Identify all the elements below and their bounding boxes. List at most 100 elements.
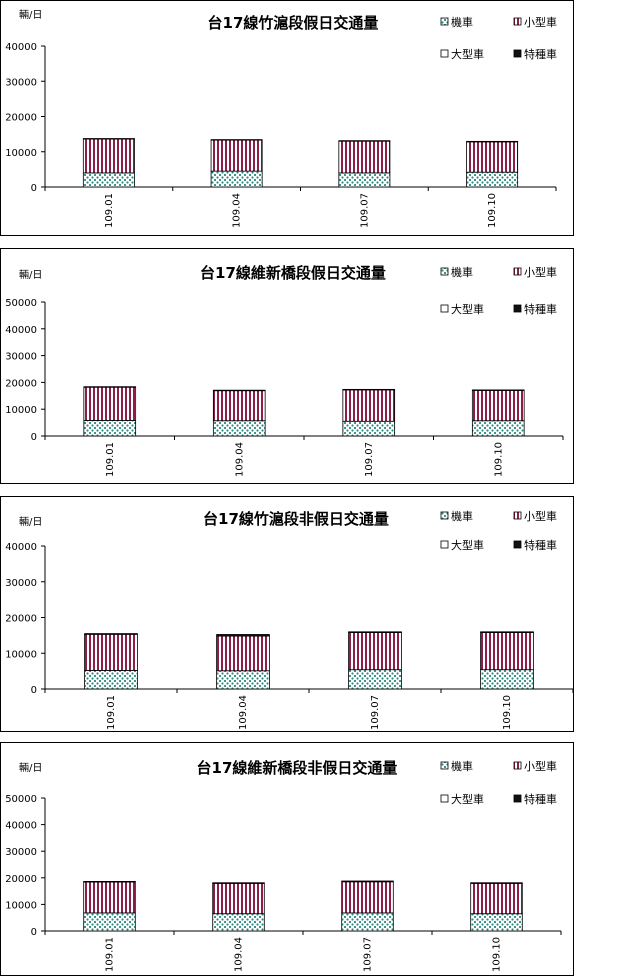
unit-label: 輛/日	[19, 761, 42, 774]
legend-swatch	[513, 49, 522, 58]
bar-2	[466, 141, 519, 173]
chart-title: 台17線竹滬段非假日交通量	[203, 510, 389, 528]
x-tick-label: 109.07	[364, 442, 375, 477]
bar-4	[216, 634, 270, 637]
bar-4	[466, 140, 519, 143]
chart-title: 台17線維新橋段非假日交通量	[197, 759, 398, 777]
y-tick-label: 20000	[5, 378, 37, 389]
y-tick-label: 40000	[5, 821, 37, 832]
chart-panel-1: 台17線竹滬段假日交通量 輛/日 0 10000 20000 30000 40000 109.…	[0, 0, 574, 236]
legend-swatch	[440, 304, 449, 313]
y-tick-label: 20000	[5, 614, 37, 625]
legend-label: 大型車	[451, 792, 484, 806]
legend-swatch	[440, 49, 449, 58]
legend-label: 大型車	[451, 538, 484, 552]
legend-label: 機車	[451, 15, 473, 29]
legend-label: 小型車	[524, 265, 557, 279]
bar-1	[338, 172, 391, 188]
bar-4	[212, 389, 266, 392]
x-tick-label: 109.10	[493, 442, 504, 477]
chart-panel-3: 台17線竹滬段非假日交通量 輛/日 0 10000 20000 30000 40000 109…	[0, 496, 574, 732]
legend-swatch	[513, 540, 522, 549]
legend-swatch	[513, 17, 522, 26]
bar-4	[83, 880, 136, 883]
bar-4	[348, 631, 402, 633]
bar-2	[348, 632, 402, 671]
y-tick-label: 10000	[5, 649, 37, 660]
unit-label: 輛/日	[19, 515, 42, 528]
y-tick-label: 20000	[5, 113, 37, 124]
legend-swatch	[440, 794, 449, 803]
bar-1	[216, 670, 270, 690]
bar-2	[342, 389, 396, 422]
y-tick-label: 10000	[5, 900, 37, 911]
chart-panel-2: 台17線維新橋段假日交通量 輛/日 0 10000 20000 30000 40000 500…	[0, 248, 574, 484]
y-tick-label: 40000	[5, 325, 37, 336]
bar-4	[470, 882, 523, 884]
legend-label: 特種車	[524, 47, 557, 61]
legend-label: 機車	[451, 509, 473, 523]
bar-1	[84, 670, 138, 690]
legend-label: 小型車	[524, 509, 557, 523]
chart-panel-4: 台17線維新橋段非假日交通量 輛/日 0 10000 20000 30000 40000 50…	[0, 742, 574, 976]
bar-1	[471, 420, 525, 437]
bar-2	[341, 881, 394, 914]
legend-label: 特種車	[524, 302, 557, 316]
bar-4	[84, 633, 138, 635]
legend-label: 機車	[451, 759, 473, 773]
chart-title: 台17線維新橋段假日交通量	[200, 264, 386, 282]
chart-svg-3: 台17線竹滬段非假日交通量 輛/日 0 10000 20000 30000 40000 109…	[5, 509, 574, 730]
x-tick-label: 109.07	[359, 193, 370, 228]
bar-2	[471, 390, 525, 422]
bar-2	[212, 882, 265, 915]
legend-label: 小型車	[524, 15, 557, 29]
legend-swatch	[513, 511, 522, 520]
bar-4	[82, 138, 135, 140]
bar-2	[212, 390, 266, 422]
y-tick-label: 0	[31, 927, 37, 938]
bar-1	[83, 420, 137, 437]
bar-4	[341, 880, 394, 883]
chart-svg-4: 台17線維新橋段非假日交通量 輛/日 0 10000 20000 30000 40000 50…	[5, 759, 562, 972]
x-tick-label: 109.04	[234, 937, 245, 972]
y-tick-label: 0	[31, 183, 37, 194]
bar-1	[342, 420, 396, 437]
bar-1	[466, 171, 519, 188]
bar-2	[83, 386, 137, 421]
y-tick-label: 0	[31, 685, 37, 696]
legend-swatch	[440, 540, 449, 549]
legend-swatch	[513, 761, 522, 770]
bar-2	[83, 881, 136, 914]
y-tick-label: 30000	[5, 77, 37, 88]
bar-2	[480, 632, 534, 671]
chart-svg-2: 台17線維新橋段假日交通量 輛/日 0 10000 20000 30000 40000 500…	[5, 264, 564, 477]
bar-2	[82, 138, 135, 174]
bar-4	[338, 140, 391, 142]
bar-1	[210, 170, 263, 188]
x-tick-label: 109.10	[502, 695, 513, 730]
y-tick-label: 30000	[5, 352, 37, 363]
bar-1	[480, 669, 534, 690]
x-tick-label: 109.10	[487, 193, 498, 228]
bar-1	[212, 420, 266, 437]
chart-svg-1: 台17線竹滬段假日交通量 輛/日 0 10000 20000 30000 40000 109.…	[5, 8, 557, 228]
x-tick-label: 109.04	[238, 695, 249, 730]
bar-4	[210, 139, 263, 141]
y-tick-label: 50000	[5, 794, 37, 805]
x-tick-label: 109.10	[492, 937, 503, 972]
y-tick-label: 10000	[5, 405, 37, 416]
bar-2	[216, 635, 270, 672]
y-tick-label: 40000	[5, 542, 37, 553]
legend-swatch	[513, 794, 522, 803]
bar-4	[480, 631, 534, 633]
y-tick-label: 30000	[5, 578, 37, 589]
x-tick-label: 109.01	[105, 442, 116, 477]
bar-1	[470, 913, 523, 932]
bar-2	[84, 633, 138, 671]
legend-label: 特種車	[524, 792, 557, 806]
legend-label: 機車	[451, 265, 473, 279]
legend-swatch	[513, 304, 522, 313]
x-tick-label: 109.01	[104, 193, 115, 228]
chart-title: 台17線竹滬段假日交通量	[208, 14, 379, 32]
x-tick-label: 109.04	[234, 442, 245, 477]
